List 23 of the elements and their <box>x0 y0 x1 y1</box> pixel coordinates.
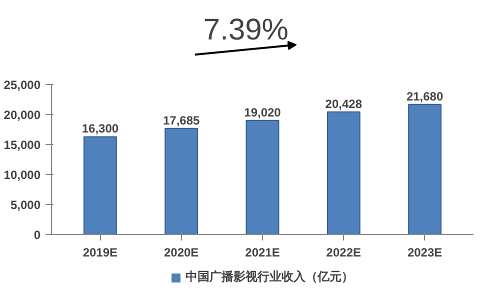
legend-label: 中国广播影视行业收入（亿元） <box>186 268 354 286</box>
x-tick-label: 2020E <box>164 246 199 260</box>
y-tick-label: 5,000 <box>10 198 41 212</box>
y-tick-label: 20,000 <box>4 108 41 122</box>
data-label: 20,428 <box>325 96 362 111</box>
data-label: 19,020 <box>244 105 282 120</box>
y-tick-label: 10,000 <box>4 168 41 182</box>
data-label: 17,685 <box>162 113 200 128</box>
y-tick-label: 25,000 <box>4 78 41 92</box>
x-tick-label: 2023E <box>407 246 442 260</box>
text: 7.39% <box>203 14 288 47</box>
data-label: 16,300 <box>82 122 119 136</box>
bar <box>164 128 198 234</box>
x-tick-label: 2022E <box>326 246 362 260</box>
x-tick-label: 2019E <box>82 246 118 260</box>
x-tick-label: 2021E <box>245 246 280 260</box>
y-tick-label: 0 <box>34 228 41 242</box>
bar <box>326 111 360 234</box>
bar <box>83 136 117 234</box>
data-label: 21,680 <box>406 89 444 104</box>
y-tick-label: 15,000 <box>4 138 41 152</box>
bar <box>408 104 442 234</box>
bar <box>246 120 280 234</box>
